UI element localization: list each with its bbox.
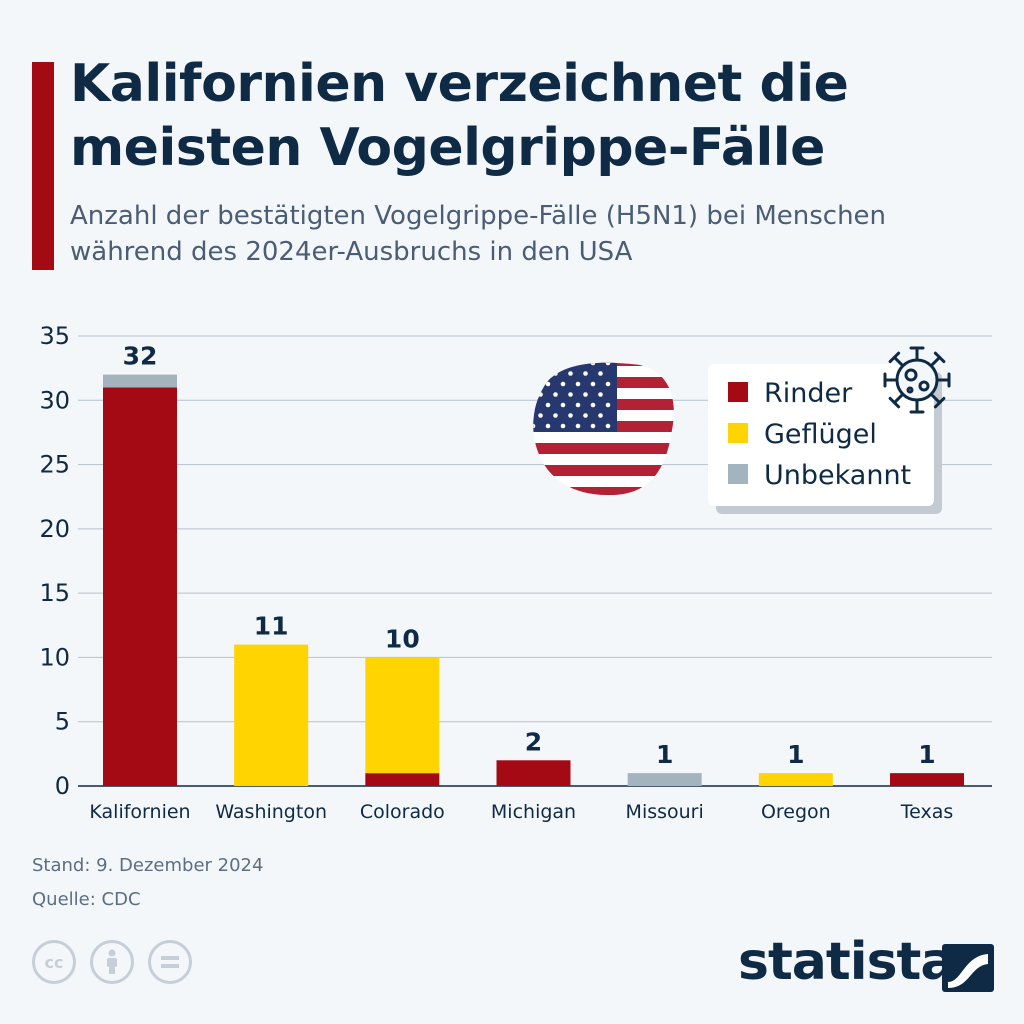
bar-segment (758, 773, 833, 786)
category-label: Kalifornien (89, 801, 190, 823)
y-tick-label: 30 (39, 386, 70, 414)
legend-swatch (728, 382, 748, 402)
legend-swatch (728, 464, 748, 484)
us-flag-icon (533, 362, 674, 496)
category-label: Oregon (761, 801, 831, 823)
footer-source: Quelle: CDC (32, 889, 141, 910)
bar-value-label: 1 (656, 740, 673, 769)
category-label: Missouri (626, 801, 704, 823)
legend: Rinder Geflügel Unbekannt (708, 364, 942, 514)
y-tick-label: 5 (55, 708, 70, 736)
attribution-icon[interactable] (90, 940, 134, 984)
chart-title: Kalifornien verzeichnet die meisten Voge… (70, 54, 849, 178)
legend-label: Rinder (764, 378, 853, 409)
bar-value-label: 2 (525, 727, 542, 756)
license-icons: cc (32, 940, 192, 984)
category-labels: Kalifornien Washington Colorado Michigan Mis… (89, 801, 953, 823)
chart-subtitle: Anzahl der bestätigten Vogelgrippe-Fälle… (70, 201, 887, 267)
y-tick-label: 0 (55, 772, 70, 800)
bar-value-label: 32 (123, 342, 158, 371)
bar-value-label: 1 (918, 740, 935, 769)
cc-icon[interactable]: cc (32, 940, 76, 984)
y-tick-label: 15 (39, 579, 70, 607)
statista-logo-text[interactable]: statista (738, 932, 955, 992)
footer-date: Stand: 9. Dezember 2024 (32, 855, 264, 876)
category-label: Michigan (491, 801, 576, 823)
y-axis-ticks: 0 5 10 15 20 25 30 35 (39, 322, 70, 800)
category-label: Colorado (360, 801, 445, 823)
y-tick-label: 25 (39, 451, 70, 479)
bar-segment (365, 657, 440, 774)
bar-value-label: 1 (787, 740, 804, 769)
bar-value-label: 11 (254, 612, 289, 641)
bar-segment (496, 760, 571, 786)
category-label: Texas (900, 801, 954, 823)
bar-segment (627, 773, 702, 786)
no-derivatives-icon[interactable] (148, 940, 192, 984)
virus-icon (883, 346, 951, 414)
legend-label: Unbekannt (764, 460, 911, 491)
bars (103, 374, 964, 786)
y-tick-label: 20 (39, 515, 70, 543)
statista-logo-icon[interactable] (942, 944, 994, 992)
y-tick-label: 35 (39, 322, 70, 350)
category-label: Washington (215, 801, 327, 823)
grid-lines (78, 335, 992, 787)
bar-segment (103, 374, 177, 388)
bar-value-label: 10 (385, 624, 420, 653)
legend-label: Geflügel (764, 419, 877, 450)
bar-segment (365, 773, 440, 786)
bar-segment (234, 644, 309, 786)
bar-segment (103, 387, 177, 786)
legend-swatch (728, 423, 748, 443)
y-tick-label: 10 (39, 643, 70, 671)
accent-bar (32, 62, 54, 270)
bar-segment (890, 773, 964, 786)
